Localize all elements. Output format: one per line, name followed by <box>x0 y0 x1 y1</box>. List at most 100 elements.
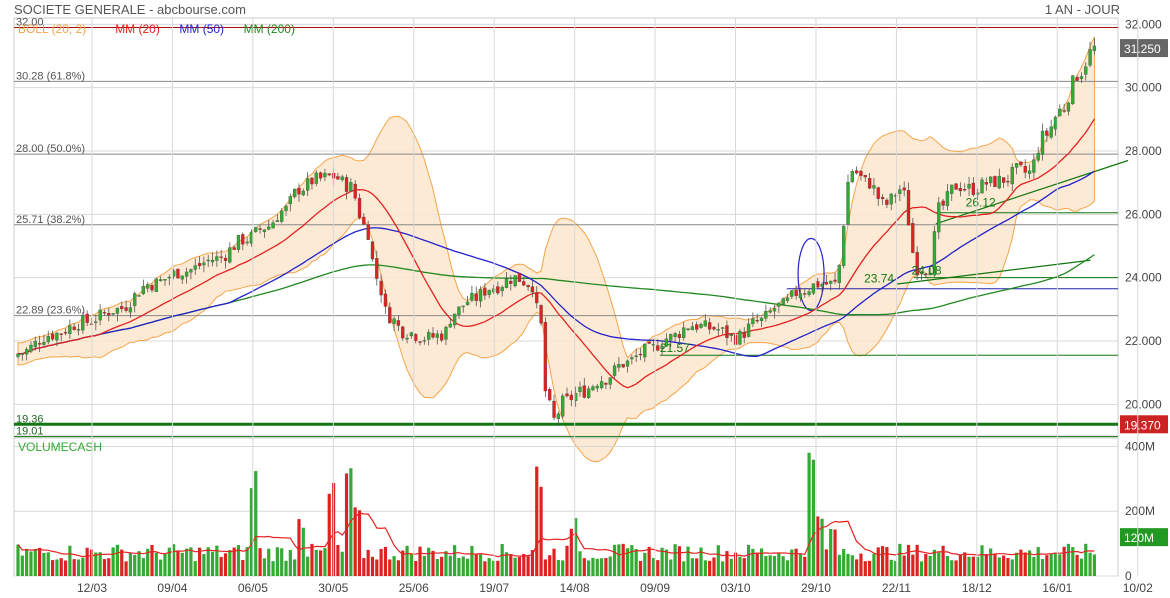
candle-body <box>111 313 115 315</box>
volume-bar <box>409 553 413 576</box>
candle-body <box>937 202 941 233</box>
volume-bar <box>574 518 578 576</box>
candle-body <box>1066 102 1071 112</box>
fib-level-label: 30.28 (61.8%) <box>16 70 85 82</box>
volume-bar <box>46 552 50 576</box>
volume-bar <box>898 543 902 576</box>
candle-body <box>422 340 427 342</box>
volume-bar <box>487 557 491 576</box>
volume-legend: VOLUMECASH <box>18 440 102 454</box>
candle-body <box>963 188 967 191</box>
candle-body <box>236 234 241 250</box>
candle-body <box>305 178 310 191</box>
volume-bar <box>599 558 604 576</box>
x-tick-label: 09/04 <box>157 581 187 595</box>
candle-body <box>807 291 811 295</box>
volume-bar <box>643 552 647 576</box>
volume-bar <box>578 551 582 576</box>
volume-bar <box>184 548 189 576</box>
volume-bar <box>314 549 318 576</box>
y-tick-label: 22.000 <box>1125 334 1162 348</box>
candle-body <box>180 275 184 280</box>
volume-bars <box>16 452 1096 576</box>
last-price-tag-box <box>1120 39 1168 58</box>
candle-body <box>85 313 89 323</box>
candle-body <box>388 307 392 324</box>
x-tick-label: 19/07 <box>479 581 509 595</box>
volume-bar <box>396 560 401 576</box>
candle-body <box>764 311 768 319</box>
candle-body <box>1045 130 1049 136</box>
candle-body <box>431 333 435 338</box>
volume-bar <box>128 552 132 576</box>
candle-body <box>405 337 409 340</box>
volume-bar <box>457 557 461 576</box>
candle-body <box>452 313 457 326</box>
candle-body <box>967 184 971 189</box>
volume-bar <box>293 559 297 576</box>
candle-body <box>353 183 357 199</box>
volume-bar <box>504 552 509 576</box>
candle-body <box>72 326 76 330</box>
candle-body <box>552 400 556 418</box>
volume-bar <box>59 558 63 576</box>
fib-level-label: 19.01 <box>16 426 44 438</box>
candle-body <box>660 346 664 349</box>
volume-bar <box>483 561 487 576</box>
candle-body <box>478 289 483 302</box>
volume-bar <box>392 556 396 576</box>
level-annotation: 24.08 <box>912 264 942 278</box>
volume-bar <box>258 548 262 576</box>
volume-bar <box>1014 552 1019 576</box>
volume-bar <box>323 548 327 576</box>
candle-body <box>375 258 379 279</box>
volume-bar <box>751 548 755 576</box>
volume-bar <box>319 550 323 576</box>
volume-bar <box>1049 553 1053 576</box>
volume-bar <box>950 560 954 576</box>
candle-body <box>457 306 461 315</box>
candle-body <box>228 247 232 263</box>
y-tick-label: 32.000 <box>1125 17 1162 31</box>
candle-body <box>362 216 366 225</box>
x-tick-label: 22/11 <box>882 581 911 595</box>
volume-bar <box>107 558 111 576</box>
volume-bar <box>548 555 552 576</box>
volume-bar <box>656 560 660 576</box>
candle-body <box>474 293 478 301</box>
candle-body <box>595 385 599 389</box>
volume-panel: 400M 200M 0 VOLUMECASH 120M <box>13 437 1168 583</box>
candle-body <box>522 281 526 286</box>
candle-body <box>159 279 163 282</box>
candle-body <box>634 355 638 357</box>
candle-body <box>768 310 772 313</box>
candle-body <box>720 327 725 329</box>
level-annotation: 23.74 <box>864 271 894 285</box>
candle-body <box>630 357 634 360</box>
candle-body <box>699 324 703 328</box>
volume-bar <box>176 550 180 576</box>
volume-bar <box>552 548 556 576</box>
candle-body <box>344 177 349 192</box>
volume-bar <box>340 551 344 576</box>
candle-body <box>820 284 824 287</box>
y-tick-label: 20.000 <box>1125 397 1162 411</box>
legend-entry: MM (200) <box>244 22 295 36</box>
candle-body <box>37 343 42 345</box>
volume-bar <box>344 473 349 576</box>
candle-body <box>842 226 846 266</box>
candle-body <box>293 188 297 198</box>
volume-bar <box>976 556 980 576</box>
candle-body <box>94 321 98 323</box>
volume-bar <box>842 549 846 576</box>
candle-body <box>461 305 465 308</box>
candle-body <box>729 334 733 336</box>
volume-bar <box>440 556 444 576</box>
volume-bar <box>565 545 569 576</box>
volume-bar <box>55 559 59 576</box>
candle-body <box>50 333 55 340</box>
volume-bar <box>370 556 375 576</box>
candle-body <box>738 331 742 345</box>
volume-bar <box>16 544 20 576</box>
